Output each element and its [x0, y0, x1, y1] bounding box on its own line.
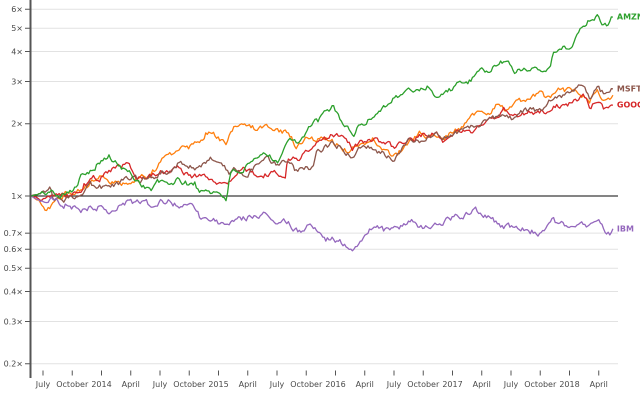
series-line-MSFT	[30, 84, 613, 203]
x-axis-tick-label: April	[590, 380, 608, 389]
series-line-AMZN	[30, 14, 613, 202]
y-axis-tick-label: 6×	[11, 5, 23, 14]
y-axis-tick-label: 0.4×	[4, 287, 23, 296]
x-axis-tick-label: 2018	[559, 380, 579, 389]
y-axis-tick-label: 1×	[11, 192, 23, 201]
x-axis-tick-label: October	[407, 380, 440, 389]
x-axis-tick-label: April	[356, 380, 374, 389]
x-axis-tick-label: July	[152, 380, 168, 389]
x-axis-tick-label: October	[173, 380, 206, 389]
y-axis-tick-label: 5×	[11, 24, 23, 33]
x-axis-tick-label: 2017	[442, 380, 462, 389]
x-axis-tick-label: October	[524, 380, 557, 389]
y-axis-tick-label: 0.5×	[4, 264, 23, 273]
series-end-label-AMZN: AMZN	[617, 13, 640, 22]
series-line-unlabeled	[30, 86, 614, 212]
x-axis-tick-label: April	[239, 380, 257, 389]
y-axis-tick-label: 0.3×	[4, 317, 23, 326]
x-axis-tick-label: July	[35, 380, 51, 389]
x-axis-tick-label: July	[503, 380, 519, 389]
x-axis-tick-label: 2015	[208, 380, 228, 389]
x-axis-tick-label: October	[290, 380, 323, 389]
y-axis-tick-label: 0.7×	[4, 229, 23, 238]
series-line-GOOG	[30, 93, 613, 202]
series-line-IBM	[30, 195, 614, 252]
y-axis-tick-label: 0.6×	[4, 245, 23, 254]
x-axis-tick-label: July	[269, 380, 285, 389]
x-axis-tick-label: October	[56, 380, 89, 389]
series-end-label-IBM: IBM	[617, 224, 634, 233]
x-axis-tick-label: April	[473, 380, 491, 389]
y-axis-tick-label: 0.2×	[4, 360, 23, 369]
y-axis-tick-label: 2×	[11, 120, 23, 129]
y-axis-tick-label: 3×	[11, 77, 23, 86]
x-axis-tick-label: July	[386, 380, 402, 389]
y-axis-tick-label: 4×	[11, 47, 23, 56]
x-axis-tick-label: 2016	[325, 380, 345, 389]
x-axis-tick-label: 2014	[91, 380, 111, 389]
series-end-label-GOOG: GOOG	[617, 101, 640, 110]
series-end-label-MSFT: MSFT	[617, 84, 640, 93]
x-axis-tick-label: April	[122, 380, 140, 389]
